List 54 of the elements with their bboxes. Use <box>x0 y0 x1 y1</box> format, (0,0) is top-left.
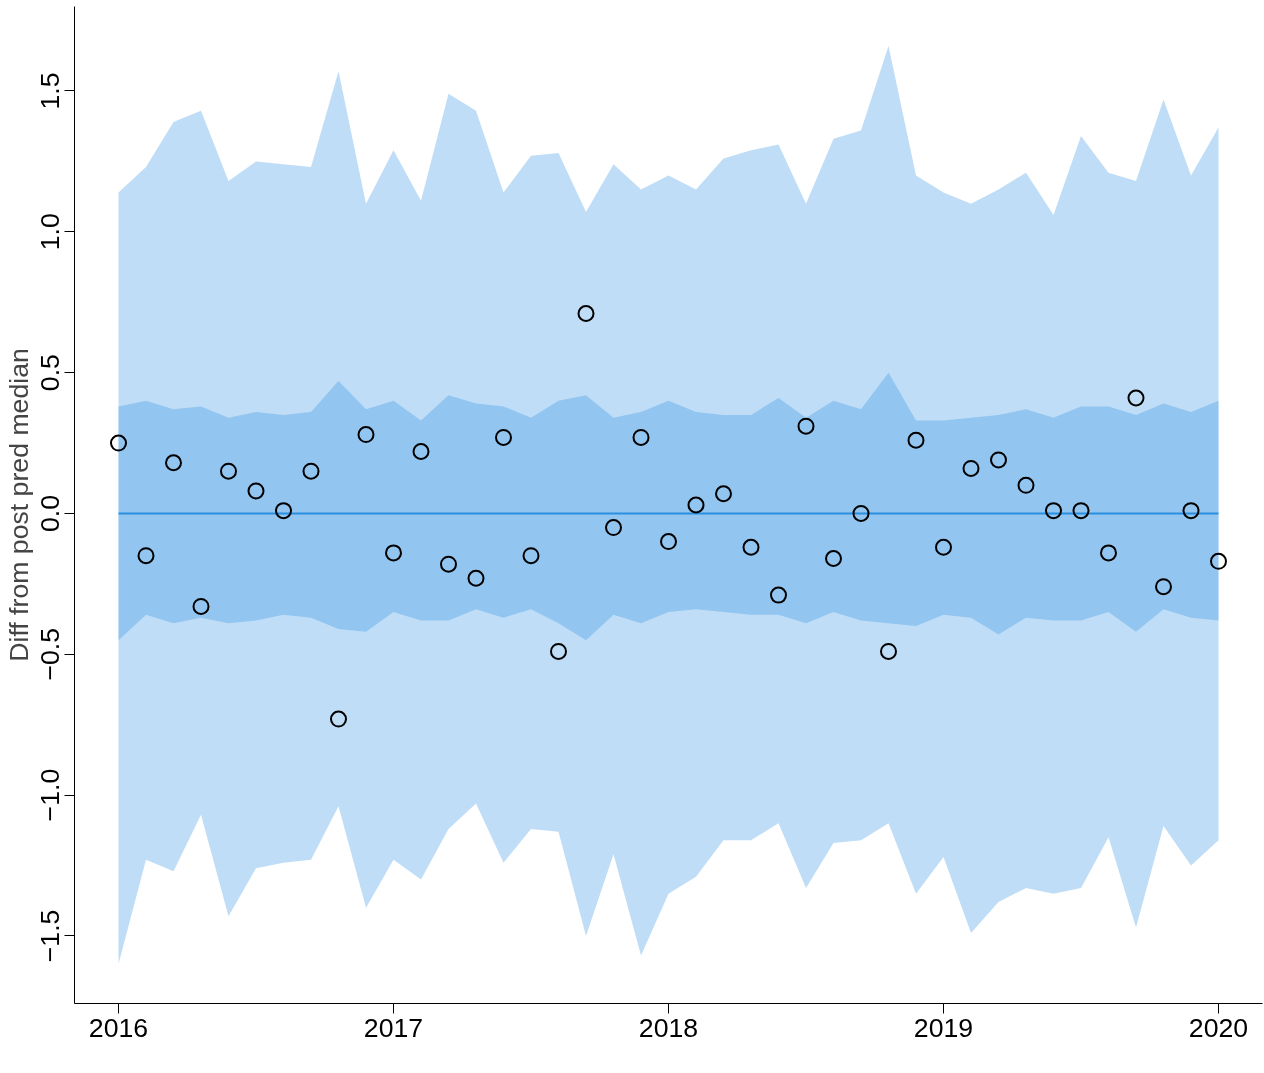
point <box>962 459 980 477</box>
point <box>825 550 842 567</box>
x-tick-label: 2019 <box>913 1012 974 1043</box>
point <box>880 642 897 660</box>
y-tick-label: −1.0 <box>35 768 66 822</box>
point <box>907 431 925 449</box>
point <box>165 454 182 472</box>
point <box>1100 544 1117 562</box>
point <box>330 710 347 728</box>
point <box>1182 502 1200 520</box>
point <box>467 569 485 587</box>
point <box>192 597 210 615</box>
point <box>1127 389 1145 407</box>
point <box>385 544 402 562</box>
y-axis-title: Diff from post pred median <box>3 348 34 662</box>
point <box>990 451 1007 469</box>
point <box>495 428 512 446</box>
point <box>440 555 457 573</box>
x-tick-label: 2018 <box>638 1012 699 1043</box>
point <box>605 519 622 537</box>
point <box>715 485 732 503</box>
point <box>247 482 265 500</box>
point <box>412 443 430 460</box>
point <box>110 434 127 452</box>
point <box>660 533 677 551</box>
y-tick-label: −1.5 <box>35 909 66 963</box>
point <box>742 538 760 556</box>
point <box>522 547 540 565</box>
point <box>770 586 787 604</box>
y-tick-label: 1.0 <box>35 213 66 251</box>
x-tick-label: 2017 <box>363 1012 424 1043</box>
point <box>302 462 320 480</box>
point <box>1210 552 1227 570</box>
y-tick-label: 0.5 <box>35 354 66 392</box>
point <box>1072 502 1090 520</box>
point <box>632 428 650 446</box>
point <box>137 547 155 565</box>
point <box>797 417 815 435</box>
point <box>852 504 870 522</box>
point <box>1155 578 1172 596</box>
point <box>357 426 375 444</box>
point <box>577 305 595 322</box>
point <box>550 642 567 660</box>
point <box>935 538 952 556</box>
x-tick-label: 2016 <box>88 1012 149 1043</box>
y-tick-label: −0.5 <box>35 627 66 681</box>
point <box>1017 476 1035 494</box>
point <box>275 502 292 520</box>
point <box>1045 502 1062 520</box>
y-tick-label: 0.0 <box>35 494 66 532</box>
x-tick-label: 2020 <box>1188 1012 1249 1043</box>
y-tick-label: 1.5 <box>35 72 66 110</box>
point <box>220 462 237 480</box>
point <box>687 496 705 514</box>
